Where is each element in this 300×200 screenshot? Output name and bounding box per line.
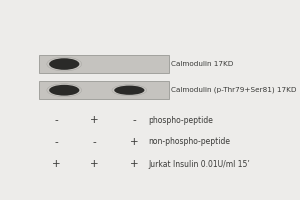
Text: Calmodulin 17KD: Calmodulin 17KD [171, 61, 234, 67]
Text: -: - [132, 115, 136, 125]
Text: +: + [90, 115, 99, 125]
Ellipse shape [49, 58, 79, 70]
Ellipse shape [49, 85, 79, 96]
Text: phospho-peptide: phospho-peptide [148, 116, 213, 125]
Bar [38, 24, 270, 55]
Text: non-phospho-peptide: non-phospho-peptide [148, 137, 230, 146]
Text: -: - [54, 115, 58, 125]
Bar [39, 81, 169, 99]
Text: -: - [93, 137, 96, 147]
Ellipse shape [114, 86, 145, 95]
Text: Jurkat Insulin 0.01U/ml 15’: Jurkat Insulin 0.01U/ml 15’ [148, 160, 250, 169]
Text: +: + [90, 159, 99, 169]
Text: Calmodulin (p-Thr79+Ser81) 17KD: Calmodulin (p-Thr79+Ser81) 17KD [171, 87, 297, 93]
Text: +: + [130, 137, 138, 147]
Text: +: + [52, 159, 60, 169]
Bar [39, 55, 169, 73]
Text: +: + [130, 159, 138, 169]
Text: -: - [54, 137, 58, 147]
